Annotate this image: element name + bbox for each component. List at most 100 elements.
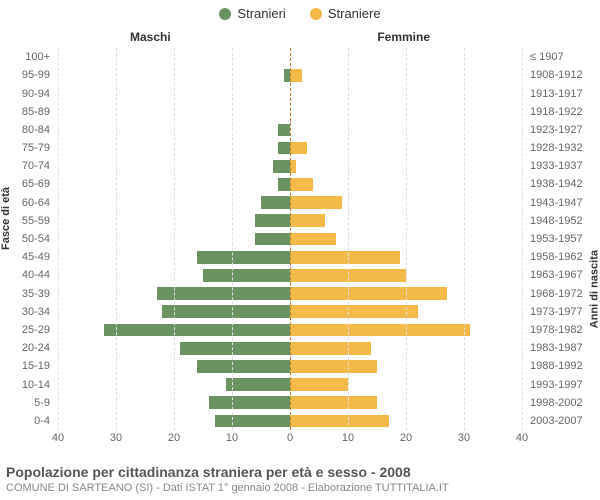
- swatch-icon: [219, 8, 231, 20]
- bar-female: [290, 196, 342, 209]
- x-tick-label: 30: [110, 432, 122, 444]
- age-label: 10-14: [0, 375, 54, 393]
- swatch-icon: [310, 8, 322, 20]
- birth-label: 1908-1912: [526, 66, 600, 84]
- legend-female-label: Straniere: [328, 6, 381, 21]
- legend-male-label: Stranieri: [237, 6, 285, 21]
- birth-label: 1943-1947: [526, 194, 600, 212]
- gridline: [464, 48, 465, 430]
- bar-male: [226, 378, 290, 391]
- x-tick-label: 20: [400, 432, 412, 444]
- bar-male: [273, 160, 290, 173]
- x-tick-label: 0: [287, 432, 293, 444]
- bar-female: [290, 324, 470, 337]
- bar-female: [290, 378, 348, 391]
- birth-label: 1933-1937: [526, 157, 600, 175]
- bar-male: [278, 142, 290, 155]
- birth-label: 1913-1917: [526, 84, 600, 102]
- bar-female: [290, 415, 389, 428]
- birth-label: 1963-1967: [526, 266, 600, 284]
- age-label: 70-74: [0, 157, 54, 175]
- birth-label: 1993-1997: [526, 375, 600, 393]
- bar-male: [104, 324, 290, 337]
- birth-label: 1978-1982: [526, 321, 600, 339]
- bar-female: [290, 360, 377, 373]
- legend: Stranieri Straniere: [0, 0, 600, 21]
- age-label: 0-4: [0, 412, 54, 430]
- x-axis-labels: 40302010010203040: [58, 432, 522, 448]
- gridline: [348, 48, 349, 430]
- bar-male: [278, 124, 290, 137]
- footer: Popolazione per cittadinanza straniera p…: [6, 464, 594, 494]
- birth-label: 1983-1987: [526, 339, 600, 357]
- age-label: 35-39: [0, 285, 54, 303]
- gridline: [116, 48, 117, 430]
- bar-male: [197, 360, 290, 373]
- y-labels-age: 0-45-910-1415-1920-2425-2930-3435-3940-4…: [0, 48, 54, 430]
- bar-male: [162, 305, 290, 318]
- age-label: 60-64: [0, 194, 54, 212]
- birth-label: 1938-1942: [526, 175, 600, 193]
- age-label: 100+: [0, 48, 54, 66]
- age-label: 30-34: [0, 303, 54, 321]
- bar-male: [278, 178, 290, 191]
- age-label: 75-79: [0, 139, 54, 157]
- pyramid-chart: [58, 48, 522, 430]
- bar-female: [290, 342, 371, 355]
- y-labels-birth: 2003-20071998-20021993-19971988-19921983…: [526, 48, 600, 430]
- age-label: 20-24: [0, 339, 54, 357]
- x-tick-label: 30: [458, 432, 470, 444]
- age-label: 65-69: [0, 175, 54, 193]
- x-tick-label: 10: [342, 432, 354, 444]
- birth-label: 1928-1932: [526, 139, 600, 157]
- gridline: [522, 48, 523, 430]
- bar-male: [157, 287, 290, 300]
- age-label: 25-29: [0, 321, 54, 339]
- bar-female: [290, 233, 336, 246]
- panel-title-left: Maschi: [130, 30, 171, 44]
- gridline: [174, 48, 175, 430]
- birth-label: 1948-1952: [526, 212, 600, 230]
- panel-title-right: Femmine: [377, 30, 430, 44]
- age-label: 50-54: [0, 230, 54, 248]
- age-label: 95-99: [0, 66, 54, 84]
- age-label: 5-9: [0, 394, 54, 412]
- bar-female: [290, 214, 325, 227]
- chart-subtitle: COMUNE DI SARTEANO (SI) - Dati ISTAT 1° …: [6, 482, 594, 494]
- bar-female: [290, 396, 377, 409]
- bar-male: [255, 233, 290, 246]
- zero-line: [290, 48, 291, 430]
- bar-male: [209, 396, 290, 409]
- gridline: [406, 48, 407, 430]
- x-tick-label: 20: [168, 432, 180, 444]
- bar-male: [197, 251, 290, 264]
- birth-label: 1953-1957: [526, 230, 600, 248]
- legend-male: Stranieri: [219, 6, 285, 21]
- birth-label: 1923-1927: [526, 121, 600, 139]
- age-label: 90-94: [0, 84, 54, 102]
- birth-label: 1918-1922: [526, 103, 600, 121]
- gridline: [232, 48, 233, 430]
- chart-title: Popolazione per cittadinanza straniera p…: [6, 464, 594, 480]
- x-tick-label: 40: [516, 432, 528, 444]
- legend-female: Straniere: [310, 6, 381, 21]
- bar-female: [290, 305, 418, 318]
- birth-label: 1968-1972: [526, 285, 600, 303]
- age-label: 55-59: [0, 212, 54, 230]
- bar-male: [203, 269, 290, 282]
- bar-female: [290, 69, 302, 82]
- bar-male: [261, 196, 290, 209]
- bar-male: [215, 415, 290, 428]
- birth-label: 1988-1992: [526, 357, 600, 375]
- age-label: 15-19: [0, 357, 54, 375]
- age-label: 45-49: [0, 248, 54, 266]
- age-label: 80-84: [0, 121, 54, 139]
- bar-male: [180, 342, 290, 355]
- birth-label: 1973-1977: [526, 303, 600, 321]
- x-tick-label: 40: [52, 432, 64, 444]
- bar-female: [290, 178, 313, 191]
- age-label: 85-89: [0, 103, 54, 121]
- bar-female: [290, 287, 447, 300]
- birth-label: 1998-2002: [526, 394, 600, 412]
- bar-female: [290, 142, 307, 155]
